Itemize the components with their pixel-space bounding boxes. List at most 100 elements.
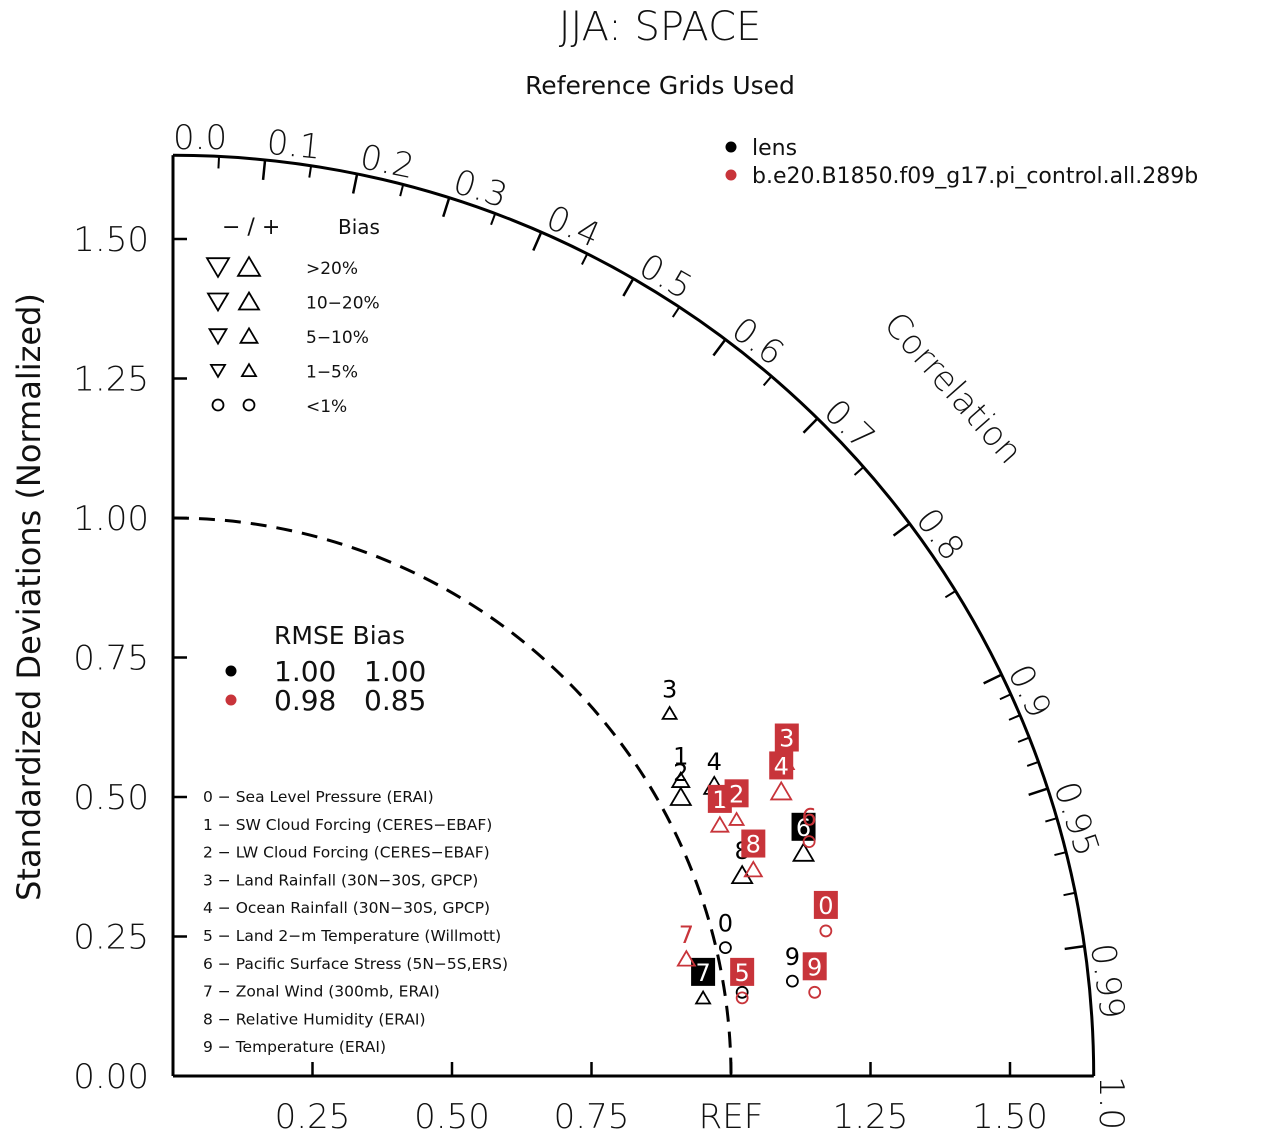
correlation-tick: [712, 338, 727, 357]
correlation-tick: [802, 417, 819, 434]
variable-legend-item: 6 − Pacific Surface Stress (5N−5S,ERS): [203, 955, 508, 973]
correlation-label: 1.0: [1091, 1076, 1131, 1130]
bias-key-minus-symbol: [205, 257, 231, 279]
correlation-minor-tick: [1045, 817, 1058, 823]
bias-key-label: 5−10%: [306, 328, 369, 348]
correlation-label: 0.99: [1082, 941, 1132, 1022]
data-point-1-4: 4: [769, 751, 794, 801]
data-point-0-3: 3: [661, 675, 679, 720]
correlation-minor-tick: [762, 375, 773, 387]
data-point-0-6: 6: [791, 812, 816, 862]
x-tick-label: 0.75: [554, 1097, 630, 1135]
series-legend-label: b.e20.B1850.f09_g17.pi_control.all.289b: [752, 164, 1198, 189]
data-point-marker: [791, 842, 816, 862]
y-tick-label: 0.50: [73, 778, 149, 818]
correlation-tick: [983, 673, 1003, 685]
data-point-0-0: 0: [718, 910, 733, 955]
bias-key-header: Bias: [338, 215, 380, 239]
data-point-0-2: 2: [669, 759, 693, 806]
y-tick-label: 0.75: [73, 639, 149, 679]
correlation-label: 0.9: [999, 658, 1059, 724]
data-label: 1: [712, 786, 727, 814]
correlation-label: 0.2: [357, 137, 418, 187]
correlation-minor-tick: [490, 213, 497, 226]
correlation-minor-tick: [1026, 760, 1039, 767]
correlation-label: 0.1: [265, 123, 323, 168]
data-label: 9: [807, 953, 822, 981]
series-legend-dot: [725, 141, 737, 153]
bias-value: 1.00: [364, 655, 426, 688]
correlation-label: 0.6: [724, 309, 791, 373]
bias-key-label: 1−5%: [306, 363, 358, 383]
bias-key-signs: − / +: [222, 215, 280, 240]
data-point-marker: [694, 989, 712, 1005]
data-point-1-8: 8: [741, 829, 766, 878]
correlation-label: 0.0: [173, 118, 227, 158]
data-point-marker: [735, 991, 749, 1005]
bias-key-plus-symbol: [240, 362, 258, 378]
data-point-0-9: 9: [785, 943, 800, 988]
legend-group: lens b.e20.B1850.f09_g17.pi_control.all.2…: [203, 136, 1198, 1056]
data-point-1-9: 9: [802, 952, 827, 999]
rmse-table-dot: [225, 694, 237, 706]
correlation-axis-title: Correlation: [876, 305, 1030, 473]
chart-title: JJA: SPACE: [559, 4, 762, 50]
y-tick-label: 0.25: [73, 918, 149, 958]
bias-key-plus-symbol: [237, 290, 261, 311]
correlation-label: 0.4: [540, 198, 606, 256]
rmse-table-header: RMSE Bias: [274, 621, 405, 650]
data-label: 1: [673, 742, 688, 770]
reference-dashed-arc: [172, 516, 733, 1077]
data-point-1-2: 2: [724, 779, 749, 826]
data-label-box: [813, 890, 838, 919]
data-point-marker: [719, 941, 732, 955]
data-point-marker: [661, 705, 679, 720]
data-point-0-7: 7: [691, 957, 716, 1005]
correlation-tick: [892, 522, 911, 537]
bias-value: 0.85: [364, 684, 426, 717]
y-tick-label: 0.00: [73, 1057, 149, 1097]
data-point-marker: [709, 815, 730, 833]
data-label: 6: [796, 814, 811, 842]
bias-key-minus-symbol: [206, 292, 230, 313]
data-label: 4: [707, 748, 722, 776]
data-label: 7: [679, 921, 694, 949]
correlation-minor-tick: [853, 466, 865, 476]
y-tick-label: 1.00: [73, 499, 149, 539]
correlation-minor-tick: [671, 306, 681, 318]
correlation-minor-tick: [1063, 891, 1076, 897]
data-label: 9: [785, 943, 800, 971]
data-label: 2: [729, 780, 744, 808]
data-label: 5: [735, 959, 750, 987]
data-label-box: [774, 723, 799, 752]
variable-legend-item: 5 − Land 2−m Temperature (Willmott): [203, 927, 501, 945]
correlation-minor-tick: [999, 693, 1012, 701]
data-label: 7: [695, 959, 710, 987]
correlation-minor-tick: [217, 156, 221, 169]
data-point-1-1: 1: [707, 784, 732, 833]
correlation-label: 0.8: [908, 501, 972, 568]
correlation-minor-tick: [581, 253, 589, 265]
bias-key-plus-symbol: [236, 255, 262, 277]
variable-legend-item: 2 − LW Cloud Forcing (CERES−EBAF): [203, 844, 490, 862]
x-tick-label: 1.50: [972, 1097, 1048, 1135]
variable-legend-item: 7 − Zonal Wind (300mb, ERAI): [203, 983, 440, 1001]
x-tick-label: 0.50: [414, 1097, 490, 1135]
correlation-arc: [172, 153, 1096, 1077]
data-point-marker: [808, 985, 822, 999]
correlation-tick: [442, 197, 451, 218]
data-label: 3: [779, 725, 794, 753]
data-point-marker: [819, 924, 833, 938]
data-point-marker: [785, 974, 799, 988]
bias-key-plus-symbol: [238, 326, 260, 344]
correlation-minor-tick: [944, 590, 957, 599]
data-label-box: [769, 751, 794, 780]
data-label-box: [741, 829, 766, 858]
data-point-marker: [676, 949, 697, 967]
correlation-label: 0.3: [448, 162, 512, 216]
rmse-value: 0.98: [274, 684, 336, 717]
y-tick-label: 1.50: [73, 220, 149, 260]
data-point-marker: [743, 860, 764, 878]
correlation-tick: [1028, 787, 1049, 796]
